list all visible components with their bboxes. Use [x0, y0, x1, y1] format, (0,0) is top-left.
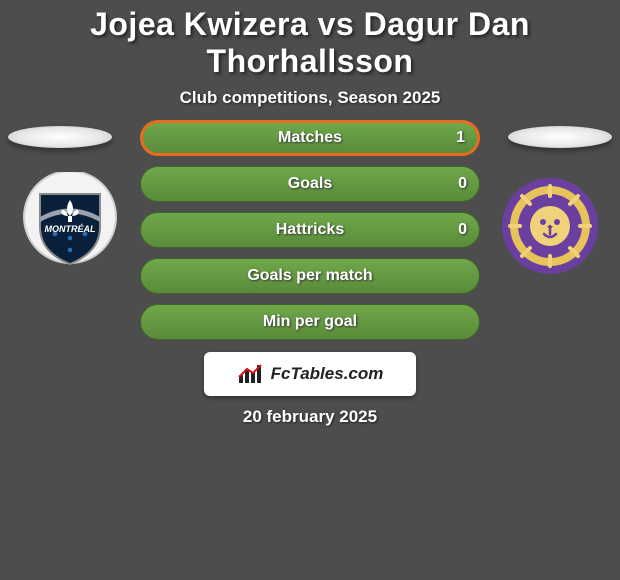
page-title: Jojea Kwizera vs Dagur Dan Thorhallsson [0, 0, 620, 80]
stat-bar-goals-per-match: Goals per match [140, 258, 480, 294]
svg-text:MONTRÉAL: MONTRÉAL [45, 224, 96, 234]
stat-label: Goals [288, 175, 332, 193]
shield-icon: MONTRÉAL [20, 172, 120, 272]
bar-chart-icon [237, 363, 265, 385]
page-subtitle: Club competitions, Season 2025 [0, 88, 620, 108]
stat-right-value: 1 [456, 129, 465, 147]
player-marker-left [8, 126, 112, 148]
player-marker-right [508, 126, 612, 148]
stat-bar-matches: Matches 1 [140, 120, 480, 156]
branding-box: FcTables.com [204, 352, 416, 396]
stat-label: Goals per match [247, 267, 372, 285]
date-label: 20 february 2025 [0, 407, 620, 427]
stat-bar-hattricks: Hattricks 0 [140, 212, 480, 248]
stat-right-value: 0 [458, 221, 467, 239]
lion-badge-icon [500, 176, 600, 276]
stat-label: Hattricks [276, 221, 344, 239]
stats-container: Matches 1 Goals 0 Hattricks 0 Goals per … [140, 120, 480, 350]
club-badge-left: MONTRÉAL [20, 172, 120, 272]
stat-bar-goals: Goals 0 [140, 166, 480, 202]
branding-label: FcTables.com [271, 364, 384, 384]
stat-label: Min per goal [263, 313, 357, 331]
stat-right-value: 0 [458, 175, 467, 193]
club-badge-right [500, 176, 600, 276]
stat-label: Matches [278, 129, 342, 147]
stat-bar-min-per-goal: Min per goal [140, 304, 480, 340]
